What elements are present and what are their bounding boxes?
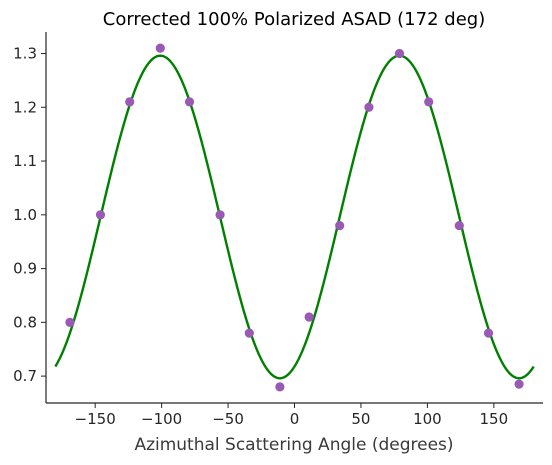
x-tick-label: −100 — [141, 410, 182, 428]
data-point — [215, 210, 225, 220]
data-point — [364, 102, 374, 112]
y-tick-label: 0.8 — [13, 313, 37, 331]
y-tick-label: 1.0 — [13, 206, 37, 224]
chart-title: Corrected 100% Polarized ASAD (172 deg) — [103, 9, 485, 30]
x-tick-label: −50 — [212, 410, 244, 428]
data-point — [95, 210, 106, 220]
y-tick-label: 1.2 — [13, 98, 37, 116]
y-tick-label: 0.9 — [13, 260, 37, 278]
data-point — [155, 43, 165, 53]
data-point — [304, 312, 314, 322]
data-point — [424, 97, 434, 107]
y-tick-label: 0.7 — [13, 367, 37, 385]
fit-curve — [54, 54, 535, 380]
fit-curve-layer — [54, 54, 535, 380]
data-point — [454, 220, 464, 231]
data-point — [483, 328, 494, 338]
y-ticks: 0.7 0.8 0.9 1.0 1.1 1.2 1.3 — [13, 45, 46, 385]
x-tick-label: 150 — [480, 410, 509, 428]
data-point — [65, 317, 75, 327]
data-point — [394, 48, 405, 59]
data-points-layer — [65, 43, 524, 392]
data-point — [184, 97, 195, 107]
data-point — [275, 382, 285, 392]
x-tick-label: 50 — [351, 410, 370, 428]
data-point — [125, 97, 135, 107]
y-tick-label: 1.3 — [13, 45, 37, 63]
x-tick-label: 0 — [290, 410, 300, 428]
data-point — [514, 379, 524, 389]
y-tick-label: 1.1 — [13, 152, 37, 170]
x-tick-label: 100 — [413, 410, 442, 428]
x-tick-label: −150 — [75, 410, 116, 428]
data-point — [335, 220, 345, 231]
x-axis-title: Azimuthal Scattering Angle (degrees) — [134, 435, 453, 455]
x-ticks: −150 −100 −50 0 50 100 150 — [75, 403, 509, 428]
data-point — [244, 328, 254, 338]
